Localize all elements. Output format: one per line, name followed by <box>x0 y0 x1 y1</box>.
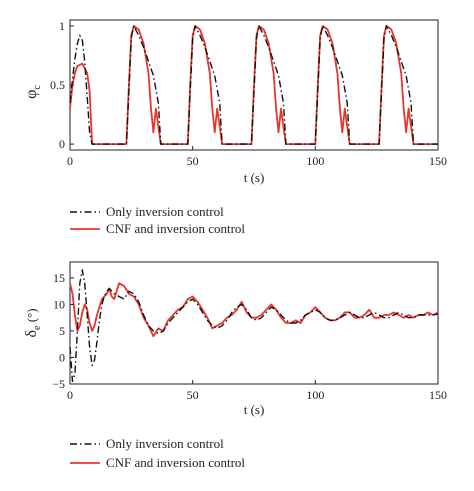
legend-delta-e: Only inversion control CNF and inversion… <box>70 436 245 470</box>
legend-phi-c: Only inversion control CNF and inversion… <box>70 204 245 236</box>
x-tick-label: 100 <box>306 154 324 168</box>
y-tick-label: 15 <box>53 271 65 285</box>
y-axis-label-delta-e: δe (°) <box>23 308 43 337</box>
legend-label-cnf-inversion: CNF and inversion control <box>106 221 245 236</box>
x-axis-label-delta-e: t (s) <box>244 402 265 417</box>
series-line-only-inversion <box>69 25 438 145</box>
y-tick-label: 0 <box>59 137 65 151</box>
y-axis-label-sub: e <box>32 325 43 330</box>
legend-label-only-inversion: Only inversion control <box>106 204 224 219</box>
y-tick-label: −5 <box>52 377 65 391</box>
x-tick-label: 0 <box>67 388 73 402</box>
y-ticks-phi-c: 00.51 <box>50 19 74 151</box>
x-tick-label: 0 <box>67 154 73 168</box>
y-axis-label-unit: (°) <box>24 308 39 325</box>
plot-area-phi-c <box>69 19 439 151</box>
y-tick-label: 5 <box>59 324 65 338</box>
x-tick-label: 50 <box>187 388 199 402</box>
y-tick-label: 10 <box>53 297 65 311</box>
plot-area-delta-e <box>69 261 439 385</box>
y-axis-label-phi-c: φc <box>23 85 43 99</box>
y-tick-label: 0.5 <box>50 78 65 92</box>
y-ticks-delta-e: −5 0 5 10 15 <box>52 271 74 391</box>
axes-frame-delta-e <box>69 261 439 385</box>
series-line-cnf-inversion <box>69 24 438 146</box>
y-axis-label-main: φ <box>23 90 40 99</box>
y-tick-label: 1 <box>59 19 65 33</box>
x-ticks-phi-c: 0 50 100 150 <box>67 146 447 168</box>
y-tick-label: 0 <box>59 350 65 364</box>
x-tick-label: 100 <box>306 388 324 402</box>
series-line-cnf-inversion <box>69 282 439 338</box>
x-ticks-delta-e: 0 50 100 150 <box>67 380 447 402</box>
x-tick-label: 50 <box>187 154 199 168</box>
x-axis-label-phi-c: t (s) <box>244 170 265 185</box>
chart-phi-c: 0 50 100 150 00.51 t (s) φc Only inversion … <box>23 19 447 236</box>
x-tick-label: 150 <box>429 388 447 402</box>
series-line-only-inversion <box>69 269 439 382</box>
legend-label-only-inversion: Only inversion control <box>106 436 224 451</box>
y-axis-label-sub: c <box>32 85 43 90</box>
y-axis-label-main: δ <box>23 330 40 338</box>
x-tick-label: 150 <box>429 154 447 168</box>
legend-label-cnf-inversion: CNF and inversion control <box>106 455 245 470</box>
